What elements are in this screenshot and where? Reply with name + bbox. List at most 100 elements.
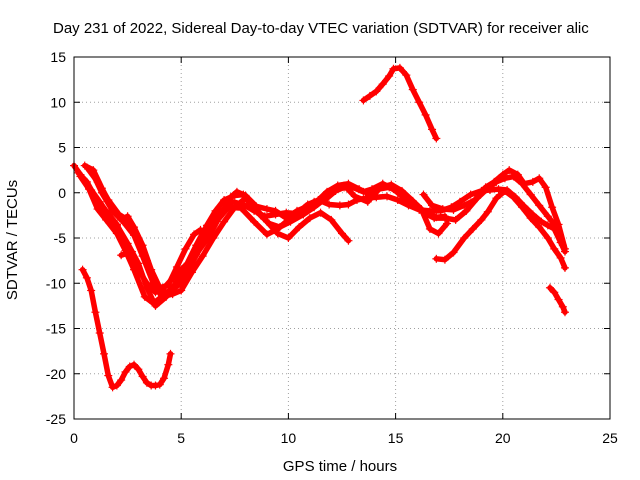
data-point <box>230 203 239 212</box>
data-point <box>85 185 94 194</box>
data-point <box>76 172 85 181</box>
data-point <box>543 212 552 221</box>
data-point <box>230 191 239 200</box>
data-point <box>468 224 477 233</box>
data-point <box>108 383 117 392</box>
data-point <box>295 223 304 232</box>
data-point <box>395 63 404 72</box>
data-point <box>338 229 346 238</box>
data-point <box>142 378 151 387</box>
data-point <box>389 64 398 73</box>
data-point <box>187 268 196 277</box>
series-s10 <box>359 63 441 143</box>
data-point <box>123 212 132 221</box>
data-point <box>196 225 205 234</box>
data-point <box>505 166 514 175</box>
data-point <box>168 290 177 299</box>
data-point <box>95 329 104 338</box>
data-point <box>449 248 458 257</box>
data-point <box>284 215 293 224</box>
chart-title: Day 231 of 2022, Sidereal Day-to-day VTE… <box>53 20 589 37</box>
series-s6 <box>89 170 205 292</box>
data-point <box>560 244 569 253</box>
data-point <box>237 204 246 213</box>
data-point <box>393 195 402 204</box>
data-point <box>117 251 126 260</box>
data-point <box>481 183 490 192</box>
data-point <box>82 273 91 282</box>
data-point <box>408 196 417 205</box>
data-point <box>202 221 211 230</box>
data-point <box>147 265 156 274</box>
data-point <box>130 265 139 274</box>
data-point <box>432 213 441 222</box>
data-point <box>558 302 567 311</box>
data-point <box>498 170 507 179</box>
series-s7 <box>432 186 569 272</box>
data-point <box>363 197 372 206</box>
data-point <box>408 85 417 94</box>
data-point <box>415 98 424 107</box>
data-point <box>550 244 559 253</box>
data-point <box>443 219 452 228</box>
series-s5 <box>76 172 353 308</box>
x-tick-label: 15 <box>388 430 404 446</box>
data-point <box>198 252 207 261</box>
y-tick-label: -10 <box>46 275 66 291</box>
data-point <box>177 286 186 295</box>
x-tick-label: 10 <box>281 430 297 446</box>
series-s9 <box>102 206 136 260</box>
data-point <box>359 187 368 196</box>
data-point <box>121 238 130 247</box>
data-point <box>112 220 121 229</box>
data-point <box>198 239 207 248</box>
data-point <box>494 185 503 194</box>
data-point <box>365 91 374 100</box>
data-point <box>434 229 443 238</box>
data-point <box>82 163 91 172</box>
data-point <box>125 248 134 257</box>
data-point <box>383 192 392 201</box>
data-point <box>190 230 199 239</box>
data-point <box>440 212 449 221</box>
data-point <box>130 223 139 232</box>
data-point <box>359 96 368 105</box>
data-point <box>262 230 271 239</box>
data-point <box>535 174 544 183</box>
data-point <box>560 308 569 317</box>
data-point <box>387 180 396 189</box>
data-point <box>550 288 559 297</box>
data-point <box>241 194 250 203</box>
data-point <box>344 236 353 245</box>
data-point <box>220 195 229 204</box>
data-point <box>164 281 173 290</box>
data-point <box>89 170 98 179</box>
data-point <box>117 215 126 224</box>
data-point <box>440 255 449 264</box>
data-point <box>97 188 106 197</box>
data-point <box>134 259 143 268</box>
y-tick-label: -25 <box>46 411 66 427</box>
data-point <box>340 181 349 190</box>
data-point <box>513 170 522 179</box>
data-series <box>70 63 569 392</box>
data-point <box>554 220 563 229</box>
data-point <box>545 283 554 292</box>
data-point <box>535 201 544 210</box>
series-s8 <box>419 166 569 253</box>
data-point <box>543 234 552 242</box>
data-point <box>460 234 469 242</box>
data-point <box>500 186 509 195</box>
data-point <box>376 183 385 192</box>
data-point <box>271 206 280 215</box>
data-point <box>138 372 147 381</box>
data-point <box>483 207 492 216</box>
y-tick-label: -5 <box>54 230 67 246</box>
data-point <box>428 201 437 210</box>
data-point <box>102 215 111 224</box>
series-trace <box>360 65 440 142</box>
data-point <box>117 376 126 385</box>
data-point <box>155 380 164 389</box>
data-point <box>466 190 475 199</box>
